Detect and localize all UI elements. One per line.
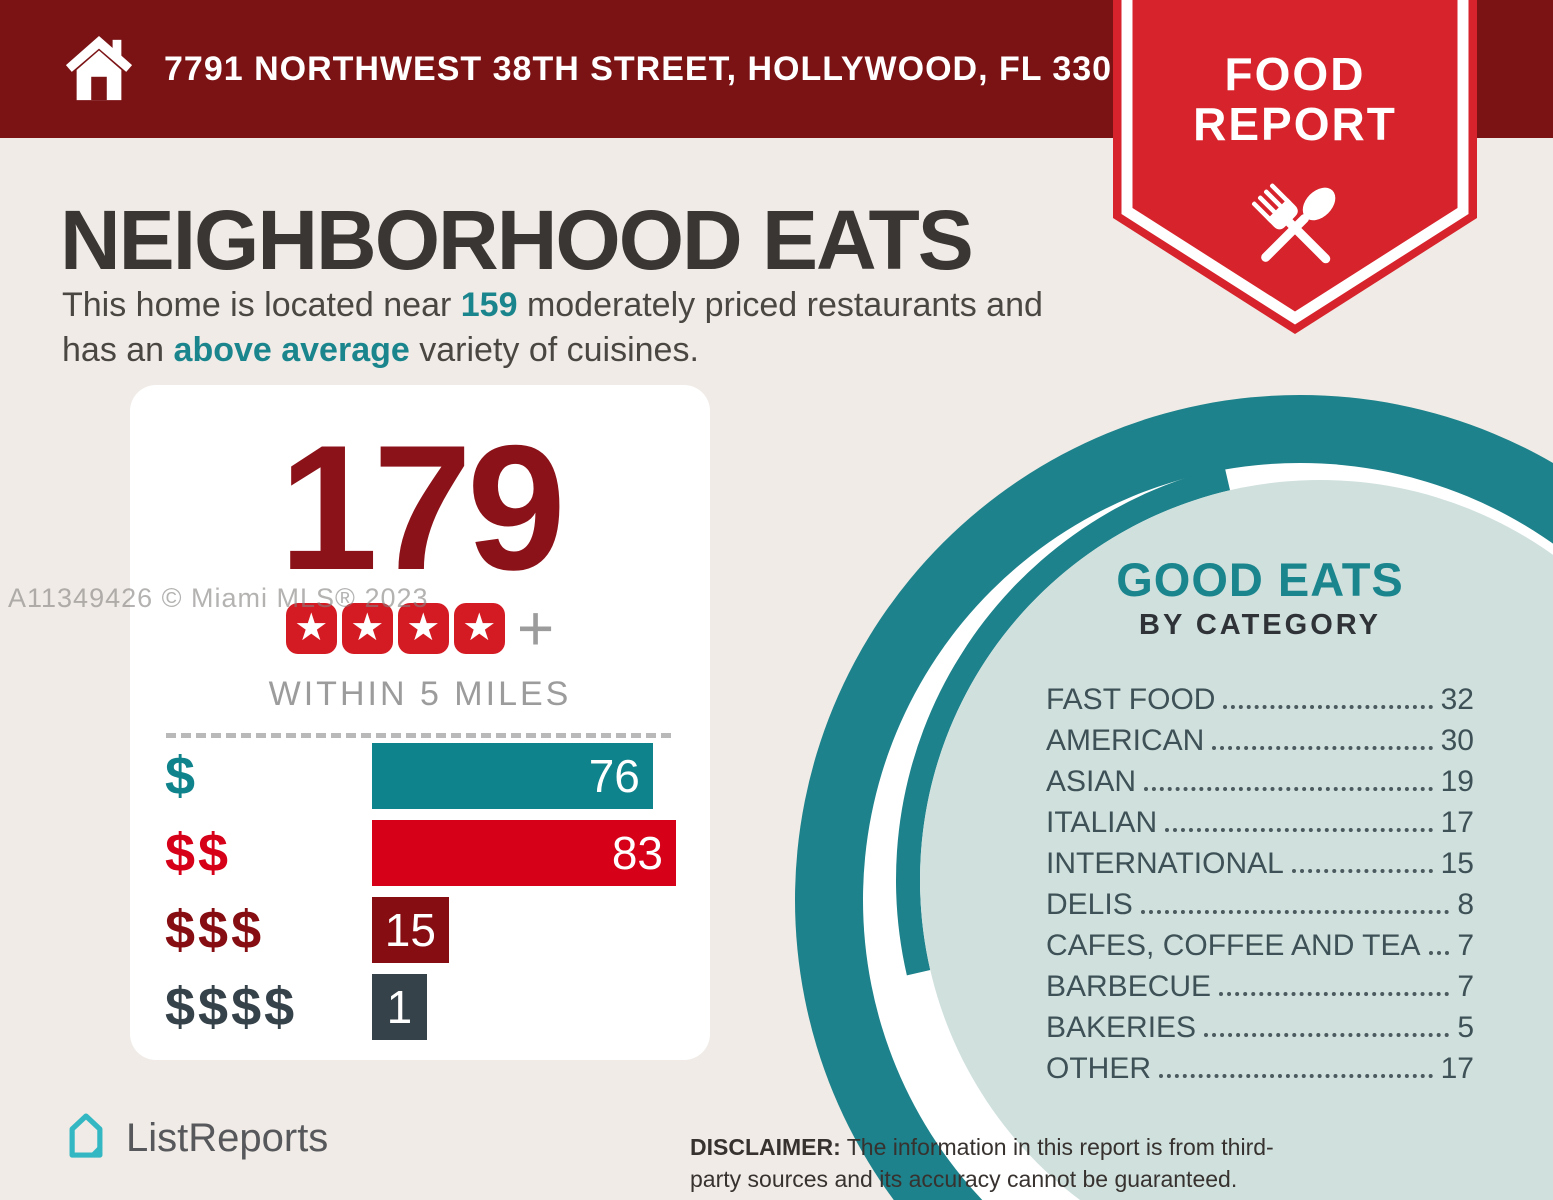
intro-part1: This home is located near (62, 286, 461, 324)
category-count: 17 (1440, 806, 1474, 839)
star-tiles: ★ ★ ★ ★ (285, 603, 505, 654)
restaurant-total-count: 179 (279, 408, 566, 607)
food-report-ribbon: FOOD REPORT (1113, 0, 1477, 340)
category-label: INTERNATIONAL (1046, 847, 1284, 880)
category-label: CAFES, COFFEE AND TEA (1046, 929, 1421, 962)
dotted-leader (1159, 1074, 1433, 1078)
home-icon (62, 34, 136, 104)
good-eats-row: OTHER 17 (1046, 1045, 1474, 1086)
good-eats-row: BAKERIES 5 (1046, 1004, 1474, 1045)
good-eats-panel: GOOD EATS BY CATEGORY FAST FOOD 32 AMERICA… (1046, 556, 1474, 1086)
radius-caption: WITHIN 5 MILES (268, 675, 572, 713)
price-bar: 1 (372, 974, 427, 1040)
star-icon: ★ (397, 603, 449, 654)
price-bar-value: 15 (384, 904, 436, 956)
category-count: 8 (1457, 888, 1474, 921)
good-eats-row: DELIS 8 (1046, 881, 1474, 922)
disclaimer-text: The information in this report is from t… (690, 1134, 1274, 1193)
property-address: 7791 NORTHWEST 38TH STREET, HOLLYWOOD, F… (164, 49, 1152, 88)
price-bar-zone: 76 (372, 743, 676, 809)
dotted-leader (1428, 951, 1450, 955)
price-bar-value: 1 (386, 981, 413, 1033)
price-bar-value: 76 (588, 750, 640, 802)
disclaimer-label: DISCLAIMER: (690, 1134, 841, 1160)
category-label: AMERICAN (1046, 724, 1205, 757)
good-eats-row: FAST FOOD 32 (1046, 676, 1474, 717)
price-row: $$$ 15 (165, 897, 680, 963)
above-average-highlight: above average (173, 330, 410, 369)
intro-part2: moderately priced restaurants and has an (62, 286, 1043, 369)
disclaimer: DISCLAIMER: The information in this repo… (690, 1131, 1275, 1195)
dotted-leader (1291, 869, 1433, 873)
good-eats-row: ITALIAN 17 (1046, 799, 1474, 840)
listreports-brand: ListReports (60, 1110, 328, 1167)
dotted-leader (1204, 1033, 1450, 1037)
dotted-leader (1144, 787, 1433, 791)
price-row: $$ 83 (165, 820, 680, 886)
price-bar: 76 (372, 743, 653, 809)
category-label: ASIAN (1046, 765, 1137, 798)
category-count: 15 (1440, 847, 1474, 880)
price-row: $76 (165, 743, 680, 809)
listreports-logo-icon (60, 1110, 112, 1167)
dotted-leader (1223, 705, 1433, 709)
category-label: FAST FOOD (1046, 683, 1216, 716)
price-tier-label: $ (165, 746, 199, 806)
category-count: 30 (1440, 724, 1474, 757)
category-label: BARBECUE (1046, 970, 1212, 1003)
dotted-leader (1219, 992, 1450, 996)
category-label: BAKERIES (1046, 1011, 1197, 1044)
brand-name: ListReports (126, 1116, 329, 1160)
page-title: NEIGHBORHOOD EATS (60, 193, 974, 287)
category-count: 17 (1440, 1052, 1474, 1085)
price-bar-zone: 15 (372, 897, 676, 963)
intro-part3: variety of cuisines. (409, 330, 699, 369)
price-bar: 83 (372, 820, 676, 886)
price-bar-value: 83 (611, 827, 663, 879)
price-tier-label: $$$ (165, 900, 265, 960)
dotted-leader (1165, 828, 1433, 832)
dotted-leader (1140, 910, 1450, 914)
crossed-spoon-fork-icon (1251, 183, 1336, 264)
stars-row: ★ ★ ★ ★ + (130, 592, 710, 664)
good-eats-row: ASIAN 19 (1046, 758, 1474, 799)
intro-sentence: This home is located near 159 moderately… (62, 283, 1102, 373)
price-row: $$$$ 1 (165, 974, 680, 1040)
good-eats-row: BARBECUE 7 (1046, 963, 1474, 1004)
category-count: 7 (1457, 929, 1474, 962)
category-count: 5 (1457, 1011, 1474, 1044)
price-tier-label: $$ (165, 823, 232, 883)
good-eats-subtitle: BY CATEGORY (1139, 609, 1381, 641)
dotted-leader (1212, 746, 1433, 750)
price-tier-label: $$$$ (165, 977, 298, 1037)
ribbon-line2: REPORT (1193, 98, 1397, 150)
category-label: ITALIAN (1046, 806, 1158, 839)
good-eats-row: INTERNATIONAL 15 (1046, 840, 1474, 881)
plus-icon: + (516, 592, 555, 664)
restaurant-count-inline: 159 (460, 286, 518, 324)
category-count: 7 (1457, 970, 1474, 1003)
good-eats-title: GOOD EATS (1116, 553, 1404, 606)
category-label: OTHER (1046, 1052, 1151, 1085)
dashed-divider (166, 733, 671, 738)
star-icon: ★ (453, 603, 505, 654)
price-bars: $76 $$ 83 $$$ 15 $$$$ 1 (165, 743, 680, 1051)
mls-watermark: A11349426 © Miami MLS® 2023 (8, 583, 429, 613)
category-count: 19 (1440, 765, 1474, 798)
category-label: DELIS (1046, 888, 1133, 921)
good-eats-row: AMERICAN 30 (1046, 717, 1474, 758)
price-bar-zone: 83 (372, 820, 676, 886)
good-eats-row: CAFES, COFFEE AND TEA 7 (1046, 922, 1474, 963)
restaurant-stats-card: 179 ★ ★ ★ ★ + WITHIN 5 MILES $76 $$ 83 $$$ 15 $$… (130, 385, 710, 1060)
ribbon-line1: FOOD (1225, 48, 1366, 100)
category-count: 32 (1440, 683, 1474, 716)
price-bar: 15 (372, 897, 449, 963)
star-icon: ★ (341, 603, 393, 654)
price-bar-zone: 1 (372, 974, 676, 1040)
good-eats-list: FAST FOOD 32 AMERICAN 30 ASIAN 19 ITALIAN 17 INT… (1046, 676, 1474, 1086)
star-icon: ★ (285, 603, 337, 654)
